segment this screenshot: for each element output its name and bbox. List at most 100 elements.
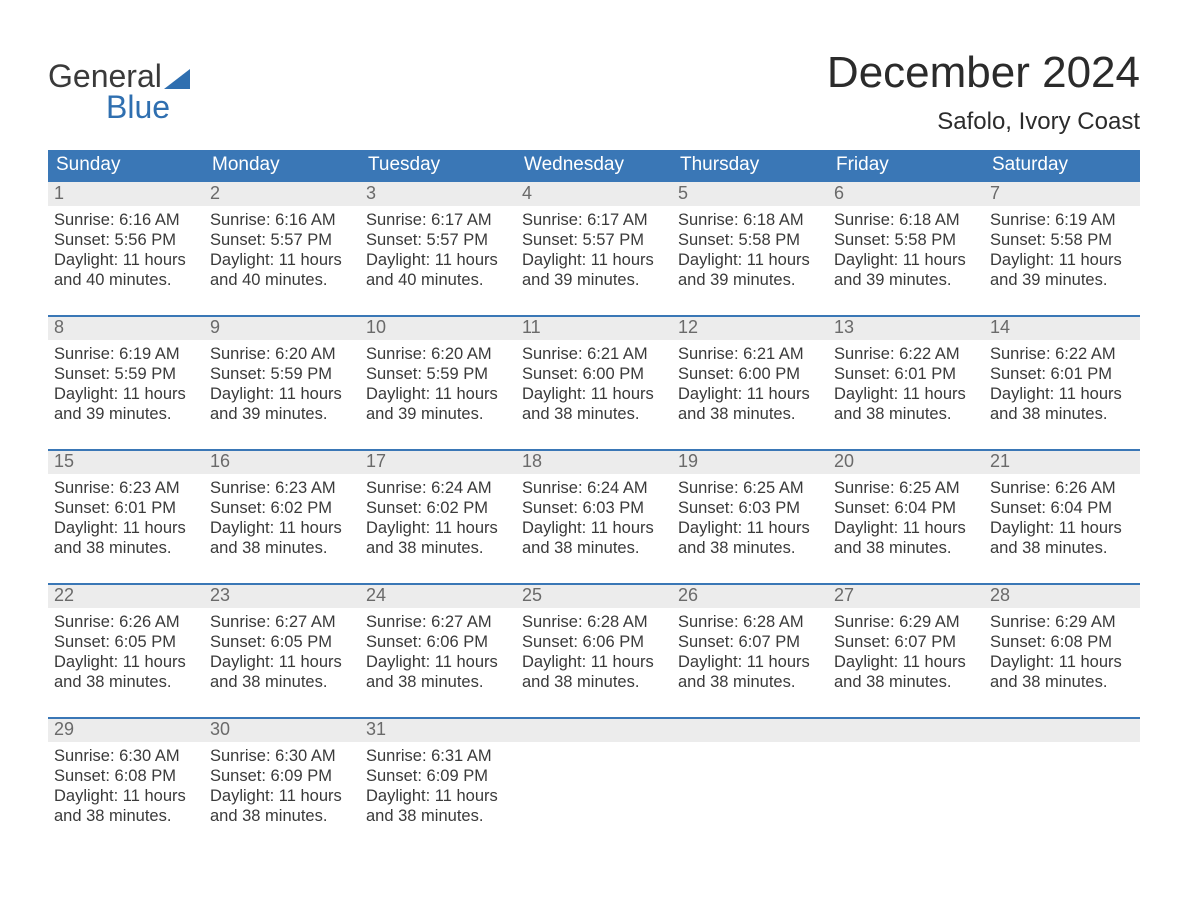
- day-content-cell: Sunrise: 6:26 AMSunset: 6:05 PMDaylight:…: [48, 608, 204, 700]
- day-sunset-text: Sunset: 6:05 PM: [210, 632, 354, 652]
- day-sunset-text: Sunset: 6:00 PM: [678, 364, 822, 384]
- separator-cell: [828, 700, 984, 718]
- day-day2-text: and 38 minutes.: [990, 538, 1134, 558]
- day-sunrise-text: Sunrise: 6:23 AM: [54, 478, 198, 498]
- day-content-cell: Sunrise: 6:18 AMSunset: 5:58 PMDaylight:…: [672, 206, 828, 298]
- day-day1-text: Daylight: 11 hours: [210, 652, 354, 672]
- day-content-cell: Sunrise: 6:19 AMSunset: 5:59 PMDaylight:…: [48, 340, 204, 432]
- day-number-row: 891011121314: [48, 316, 1140, 340]
- day-day1-text: Daylight: 11 hours: [678, 518, 822, 538]
- day-number-row: 1234567: [48, 182, 1140, 206]
- separator-cell: [48, 432, 204, 450]
- weekday-header: Sunday: [48, 150, 204, 182]
- separator-cell: [984, 298, 1140, 316]
- weekday-header: Thursday: [672, 150, 828, 182]
- day-content-cell: [672, 742, 828, 834]
- day-day1-text: Daylight: 11 hours: [834, 250, 978, 270]
- day-day2-text: and 38 minutes.: [54, 672, 198, 692]
- location-label: Safolo, Ivory Coast: [827, 108, 1140, 136]
- day-day1-text: Daylight: 11 hours: [366, 250, 510, 270]
- separator-cell: [48, 700, 204, 718]
- day-day1-text: Daylight: 11 hours: [366, 384, 510, 404]
- weekday-header: Wednesday: [516, 150, 672, 182]
- day-number-cell: 12: [672, 316, 828, 340]
- day-day2-text: and 38 minutes.: [834, 538, 978, 558]
- day-day1-text: Daylight: 11 hours: [522, 652, 666, 672]
- day-sunrise-text: Sunrise: 6:22 AM: [990, 344, 1134, 364]
- day-number-cell: 18: [516, 450, 672, 474]
- day-day2-text: and 38 minutes.: [834, 404, 978, 424]
- separator-cell: [984, 432, 1140, 450]
- separator-cell: [360, 566, 516, 584]
- day-content-cell: Sunrise: 6:17 AMSunset: 5:57 PMDaylight:…: [360, 206, 516, 298]
- day-sunset-text: Sunset: 6:01 PM: [54, 498, 198, 518]
- day-day1-text: Daylight: 11 hours: [678, 652, 822, 672]
- weekday-header: Friday: [828, 150, 984, 182]
- day-sunrise-text: Sunrise: 6:17 AM: [366, 210, 510, 230]
- day-day1-text: Daylight: 11 hours: [54, 250, 198, 270]
- separator-cell: [672, 298, 828, 316]
- day-sunrise-text: Sunrise: 6:31 AM: [366, 746, 510, 766]
- logo-text-blue: Blue: [106, 89, 190, 126]
- week-separator: [48, 700, 1140, 718]
- day-day1-text: Daylight: 11 hours: [834, 384, 978, 404]
- day-day2-text: and 38 minutes.: [522, 672, 666, 692]
- day-sunrise-text: Sunrise: 6:20 AM: [366, 344, 510, 364]
- day-day2-text: and 39 minutes.: [678, 270, 822, 290]
- separator-cell: [828, 298, 984, 316]
- day-day1-text: Daylight: 11 hours: [834, 652, 978, 672]
- day-number-cell: 3: [360, 182, 516, 206]
- day-content-cell: Sunrise: 6:18 AMSunset: 5:58 PMDaylight:…: [828, 206, 984, 298]
- day-day2-text: and 38 minutes.: [366, 538, 510, 558]
- day-day2-text: and 38 minutes.: [834, 672, 978, 692]
- day-day2-text: and 38 minutes.: [678, 672, 822, 692]
- calendar-table: Sunday Monday Tuesday Wednesday Thursday…: [48, 150, 1140, 834]
- day-day1-text: Daylight: 11 hours: [678, 384, 822, 404]
- day-sunrise-text: Sunrise: 6:30 AM: [210, 746, 354, 766]
- day-number-cell: 30: [204, 718, 360, 742]
- day-day2-text: and 38 minutes.: [54, 538, 198, 558]
- header: General Blue December 2024 Safolo, Ivory…: [48, 18, 1140, 136]
- day-sunset-text: Sunset: 6:05 PM: [54, 632, 198, 652]
- day-day2-text: and 40 minutes.: [54, 270, 198, 290]
- day-day1-text: Daylight: 11 hours: [990, 250, 1134, 270]
- separator-cell: [204, 700, 360, 718]
- day-day1-text: Daylight: 11 hours: [54, 518, 198, 538]
- day-content-cell: Sunrise: 6:16 AMSunset: 5:57 PMDaylight:…: [204, 206, 360, 298]
- day-number-row: 15161718192021: [48, 450, 1140, 474]
- day-day1-text: Daylight: 11 hours: [522, 518, 666, 538]
- day-day2-text: and 39 minutes.: [834, 270, 978, 290]
- day-day2-text: and 38 minutes.: [210, 672, 354, 692]
- day-number-cell: [984, 718, 1140, 742]
- day-day2-text: and 39 minutes.: [366, 404, 510, 424]
- separator-cell: [360, 700, 516, 718]
- weekday-header: Monday: [204, 150, 360, 182]
- day-sunrise-text: Sunrise: 6:24 AM: [366, 478, 510, 498]
- separator-cell: [360, 298, 516, 316]
- day-sunset-text: Sunset: 5:57 PM: [210, 230, 354, 250]
- day-number-cell: 20: [828, 450, 984, 474]
- day-number-cell: 9: [204, 316, 360, 340]
- separator-cell: [516, 566, 672, 584]
- day-number-cell: 11: [516, 316, 672, 340]
- day-number-cell: 16: [204, 450, 360, 474]
- separator-cell: [204, 298, 360, 316]
- day-content-cell: Sunrise: 6:28 AMSunset: 6:07 PMDaylight:…: [672, 608, 828, 700]
- day-sunrise-text: Sunrise: 6:28 AM: [522, 612, 666, 632]
- day-day2-text: and 38 minutes.: [366, 672, 510, 692]
- separator-cell: [48, 566, 204, 584]
- day-sunset-text: Sunset: 6:07 PM: [678, 632, 822, 652]
- day-day2-text: and 40 minutes.: [366, 270, 510, 290]
- day-day1-text: Daylight: 11 hours: [834, 518, 978, 538]
- day-number-cell: 6: [828, 182, 984, 206]
- day-number-cell: 23: [204, 584, 360, 608]
- day-sunrise-text: Sunrise: 6:26 AM: [54, 612, 198, 632]
- day-number-cell: 13: [828, 316, 984, 340]
- week-separator: [48, 432, 1140, 450]
- day-content-cell: Sunrise: 6:22 AMSunset: 6:01 PMDaylight:…: [828, 340, 984, 432]
- separator-cell: [204, 566, 360, 584]
- day-content-cell: Sunrise: 6:23 AMSunset: 6:01 PMDaylight:…: [48, 474, 204, 566]
- day-content-cell: Sunrise: 6:31 AMSunset: 6:09 PMDaylight:…: [360, 742, 516, 834]
- day-day1-text: Daylight: 11 hours: [990, 652, 1134, 672]
- day-sunrise-text: Sunrise: 6:18 AM: [834, 210, 978, 230]
